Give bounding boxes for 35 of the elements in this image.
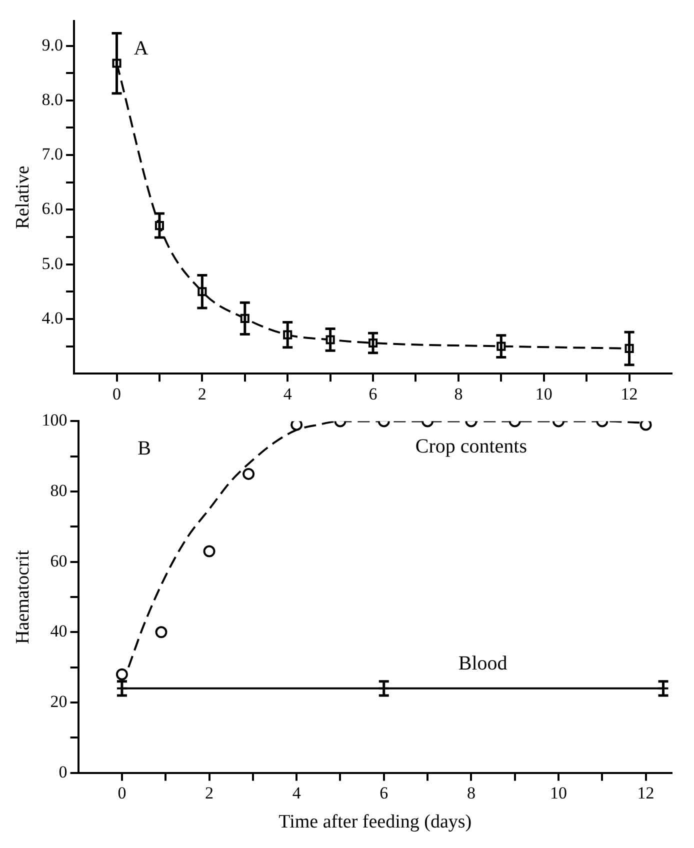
x-tick-label: 8: [466, 783, 476, 802]
y-tick-label: 7.0: [42, 144, 64, 164]
annotation: B: [138, 437, 152, 460]
x-tick-label: 4: [283, 384, 292, 404]
y-axis-title: Haematocrit: [12, 549, 34, 644]
y-tick-label: 0: [58, 762, 68, 782]
y-tick-label: 20: [50, 692, 68, 711]
point: [155, 626, 168, 638]
x-tick-label: 2: [205, 783, 214, 802]
x-tick-label: 6: [380, 783, 388, 802]
y-tick-label: 40: [50, 622, 68, 641]
y-tick-label: 5.0: [42, 254, 64, 273]
y-tick-label: 100: [42, 410, 68, 430]
x-tick-label: 12: [620, 384, 638, 404]
y-tick-label: 9.0: [42, 35, 64, 54]
y-axis-title: Relative: [12, 166, 34, 230]
x-tick-label: 6: [368, 384, 378, 404]
x-tick-label: 0: [118, 783, 126, 802]
series-label: Blood: [458, 652, 508, 675]
x-tick-label: 0: [112, 384, 122, 404]
x-tick-label: 12: [637, 783, 654, 802]
y-tick-label: 6.0: [42, 199, 64, 218]
x-tick-label: 8: [454, 384, 463, 404]
x-tick-label: 10: [535, 384, 552, 404]
x-axis-title: Time after feeding (days): [278, 812, 472, 833]
x-tick-label: 4: [292, 783, 302, 802]
y-tick-label: 4.0: [42, 308, 64, 328]
y-tick-label: 60: [50, 551, 68, 570]
point: [116, 668, 128, 680]
series-label: Crop contents: [415, 435, 528, 458]
x-tick-label: 10: [550, 783, 567, 802]
y-tick-label: 80: [50, 480, 68, 500]
annotation: A: [134, 37, 149, 60]
x-tick-label: 2: [198, 384, 206, 404]
y-tick-label: 8.0: [42, 90, 64, 109]
